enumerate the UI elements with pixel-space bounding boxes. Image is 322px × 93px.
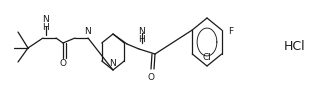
Text: N: N — [109, 60, 116, 69]
Text: H: H — [139, 36, 145, 44]
Text: HCl: HCl — [284, 40, 306, 53]
Text: N: N — [85, 27, 91, 36]
Text: F: F — [228, 28, 233, 36]
Text: N: N — [43, 16, 49, 24]
Text: Cl: Cl — [203, 53, 212, 61]
Text: H: H — [43, 24, 49, 32]
Text: O: O — [147, 73, 155, 81]
Text: N: N — [139, 27, 145, 36]
Text: O: O — [60, 60, 67, 69]
